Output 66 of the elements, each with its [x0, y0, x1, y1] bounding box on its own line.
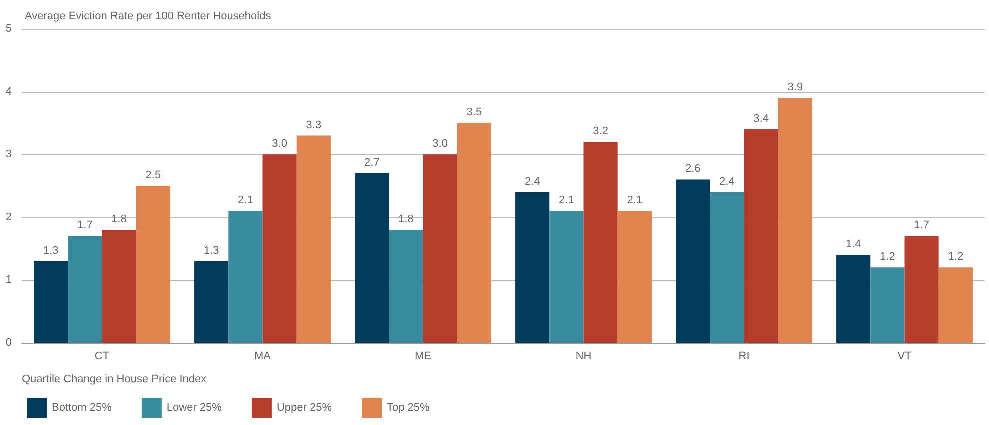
bar	[744, 129, 778, 343]
bar	[262, 154, 297, 343]
data-label: 3.2	[593, 126, 608, 138]
bar	[136, 186, 170, 343]
bar	[34, 261, 68, 343]
bar	[618, 211, 652, 343]
bar	[938, 268, 973, 343]
bar	[68, 236, 102, 343]
data-label: 3.0	[272, 138, 288, 150]
chart-title: Average Eviction Rate per 100 Renter Households	[25, 10, 272, 22]
legend-title: Quartile Change in House Price Index	[22, 374, 208, 386]
bar	[676, 180, 710, 343]
data-label: 3.4	[754, 112, 769, 125]
bar	[228, 211, 263, 343]
x-tick-label: NH	[576, 350, 592, 362]
bar	[423, 154, 458, 343]
bar	[904, 236, 939, 343]
y-tick-label: 4	[6, 86, 12, 98]
y-tick-label: 5	[6, 23, 12, 35]
data-label: 3.3	[306, 119, 322, 132]
bar	[355, 173, 390, 343]
y-tick-label: 2	[6, 211, 12, 224]
bar	[710, 192, 744, 343]
data-label: 1.8	[398, 213, 414, 226]
bar	[836, 255, 871, 343]
bar	[296, 136, 331, 343]
data-label: 1.2	[948, 251, 964, 264]
x-tick-label: RI	[738, 350, 750, 362]
y-tick-label: 0	[6, 337, 12, 349]
bar	[778, 98, 812, 343]
legend-label: Upper 25%	[276, 402, 332, 414]
x-tick-label: MA	[254, 350, 272, 362]
bar	[457, 123, 492, 343]
bar	[870, 268, 905, 343]
bar	[584, 142, 618, 343]
data-label: 2.1	[559, 194, 574, 207]
x-tick-label: CT	[94, 350, 110, 362]
data-label: 3.0	[432, 138, 448, 150]
data-label: 3.9	[788, 82, 804, 94]
data-label: 2.5	[146, 170, 162, 182]
data-label: 1.4	[846, 238, 862, 251]
legend-label: Top 25%	[386, 402, 430, 414]
y-tick-label: 3	[6, 148, 12, 161]
data-label: 3.5	[466, 106, 482, 119]
data-label: 1.3	[204, 244, 220, 257]
data-label: 2.1	[238, 194, 254, 207]
x-tick-label: VT	[898, 350, 912, 362]
bar	[194, 261, 229, 343]
legend-label: Lower 25%	[166, 402, 222, 414]
legend-label: Bottom 25%	[52, 402, 112, 414]
data-label: 2.7	[364, 156, 380, 169]
bar	[102, 230, 136, 343]
data-label: 2.4	[720, 176, 735, 188]
data-label: 2.1	[627, 194, 643, 207]
data-label: 2.6	[685, 163, 701, 176]
data-label: 1.3	[43, 244, 59, 257]
x-tick-label: ME	[415, 350, 432, 362]
data-label: 2.4	[524, 176, 540, 188]
data-label: 1.8	[112, 213, 127, 226]
bar	[389, 230, 424, 343]
data-label: 1.2	[880, 251, 896, 264]
y-tick-label: 1	[6, 274, 12, 286]
bar	[516, 192, 550, 343]
data-label: 1.7	[78, 220, 93, 232]
bar	[550, 211, 584, 343]
data-label: 1.7	[914, 220, 930, 232]
